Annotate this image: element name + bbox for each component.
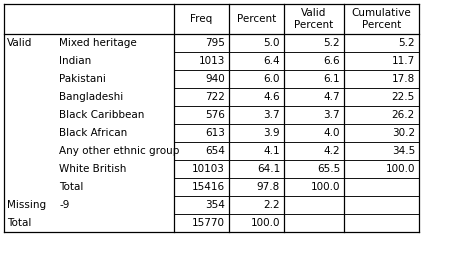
Text: 5.2: 5.2 xyxy=(398,38,415,48)
Text: 64.1: 64.1 xyxy=(257,164,280,174)
Text: Mixed heritage: Mixed heritage xyxy=(59,38,137,48)
Text: Cumulative
Percent: Cumulative Percent xyxy=(352,8,411,30)
Text: 613: 613 xyxy=(205,128,225,138)
Text: Bangladeshi: Bangladeshi xyxy=(59,92,123,102)
Text: 4.1: 4.1 xyxy=(264,146,280,156)
Text: 34.5: 34.5 xyxy=(392,146,415,156)
Text: 97.8: 97.8 xyxy=(257,182,280,192)
Text: 354: 354 xyxy=(205,200,225,210)
Text: 3.9: 3.9 xyxy=(264,128,280,138)
Text: Percent: Percent xyxy=(237,14,276,24)
Text: Total: Total xyxy=(59,182,83,192)
Text: White British: White British xyxy=(59,164,126,174)
Text: Valid
Percent: Valid Percent xyxy=(295,8,333,30)
Text: 15770: 15770 xyxy=(192,218,225,228)
Text: 5.0: 5.0 xyxy=(264,38,280,48)
Text: 26.2: 26.2 xyxy=(392,110,415,120)
Text: 6.4: 6.4 xyxy=(264,56,280,66)
Text: 4.7: 4.7 xyxy=(323,92,340,102)
Text: 22.5: 22.5 xyxy=(392,92,415,102)
Text: 100.0: 100.0 xyxy=(386,164,415,174)
Text: Total: Total xyxy=(7,218,31,228)
Text: Black African: Black African xyxy=(59,128,127,138)
Text: -9: -9 xyxy=(59,200,69,210)
Text: 30.2: 30.2 xyxy=(392,128,415,138)
Text: 3.7: 3.7 xyxy=(264,110,280,120)
Text: Pakistani: Pakistani xyxy=(59,74,106,84)
Text: 100.0: 100.0 xyxy=(250,218,280,228)
Text: Black Caribbean: Black Caribbean xyxy=(59,110,144,120)
Text: Any other ethnic group: Any other ethnic group xyxy=(59,146,179,156)
Text: Valid: Valid xyxy=(7,38,32,48)
Text: 17.8: 17.8 xyxy=(392,74,415,84)
Text: 5.2: 5.2 xyxy=(323,38,340,48)
Text: Freq: Freq xyxy=(190,14,212,24)
Text: 2.2: 2.2 xyxy=(264,200,280,210)
Text: 654: 654 xyxy=(205,146,225,156)
Text: 100.0: 100.0 xyxy=(310,182,340,192)
Text: 10103: 10103 xyxy=(192,164,225,174)
Text: 940: 940 xyxy=(205,74,225,84)
Text: 1013: 1013 xyxy=(199,56,225,66)
Text: 6.6: 6.6 xyxy=(323,56,340,66)
Text: 6.1: 6.1 xyxy=(323,74,340,84)
Text: 65.5: 65.5 xyxy=(317,164,340,174)
Text: 722: 722 xyxy=(205,92,225,102)
Text: 4.6: 4.6 xyxy=(264,92,280,102)
Text: 6.0: 6.0 xyxy=(264,74,280,84)
Text: 576: 576 xyxy=(205,110,225,120)
Text: 4.0: 4.0 xyxy=(324,128,340,138)
Text: 795: 795 xyxy=(205,38,225,48)
Text: 3.7: 3.7 xyxy=(323,110,340,120)
Text: 15416: 15416 xyxy=(192,182,225,192)
Text: 4.2: 4.2 xyxy=(323,146,340,156)
Text: 11.7: 11.7 xyxy=(392,56,415,66)
Text: Indian: Indian xyxy=(59,56,91,66)
Text: Missing: Missing xyxy=(7,200,46,210)
